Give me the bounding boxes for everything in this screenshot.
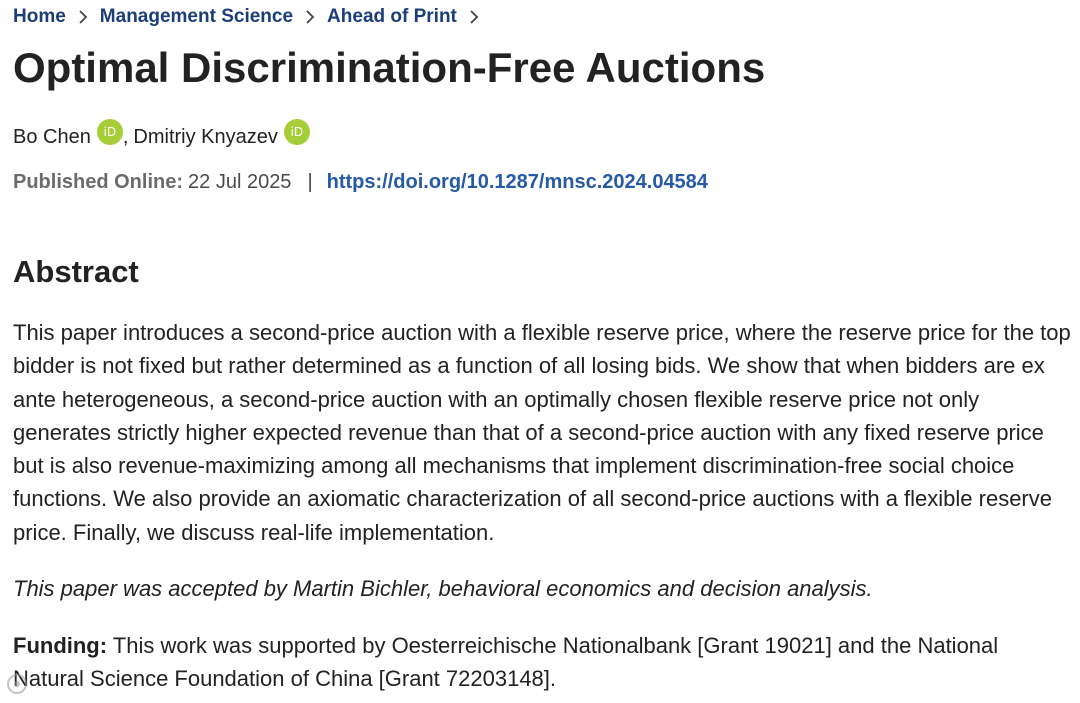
meta-divider: | bbox=[307, 171, 313, 193]
chevron-right-icon bbox=[66, 7, 100, 27]
author-dmitriy-knyazev[interactable]: Dmitriy Knyazev bbox=[133, 126, 278, 148]
abstract-heading: Abstract bbox=[13, 254, 139, 289]
published-date: 22 Jul 2025 bbox=[188, 171, 292, 193]
breadcrumb-management-science[interactable]: Management Science bbox=[99, 6, 294, 27]
abstract-text: This paper introduces a second-price auc… bbox=[13, 320, 1071, 545]
funding-text: This work was supported by Oesterreichis… bbox=[13, 633, 999, 692]
breadcrumb-ahead-of-print[interactable]: Ahead of Print bbox=[327, 6, 457, 27]
orcid-icon[interactable]: iD bbox=[96, 119, 123, 145]
published-label: Published Online: bbox=[13, 171, 184, 193]
accepted-note: This paper was accepted by Martin Bichle… bbox=[13, 576, 873, 601]
article-title: Optimal Discrimination-Free Auctions bbox=[13, 44, 766, 91]
orcid-icon[interactable]: iD bbox=[283, 119, 310, 145]
author-separator: , bbox=[122, 126, 129, 148]
chevron-right-icon bbox=[457, 7, 491, 27]
funding-statement: Funding: This work was supported by Oest… bbox=[13, 629, 1075, 696]
publication-meta: Published Online: 22 Jul 2025 | https://… bbox=[13, 171, 708, 194]
chevron-right-icon bbox=[293, 7, 327, 27]
doi-link[interactable]: https://doi.org/10.1287/mnsc.2024.04584 bbox=[326, 171, 708, 193]
breadcrumb-home[interactable]: Home bbox=[13, 6, 66, 27]
author-list: Bo Chen iD , Dmitriy Knyazev iD bbox=[13, 119, 310, 154]
breadcrumb: Home Management Science Ahead of Print bbox=[13, 6, 491, 28]
author-bo-chen[interactable]: Bo Chen bbox=[13, 126, 91, 148]
funding-label: Funding: bbox=[13, 633, 108, 658]
